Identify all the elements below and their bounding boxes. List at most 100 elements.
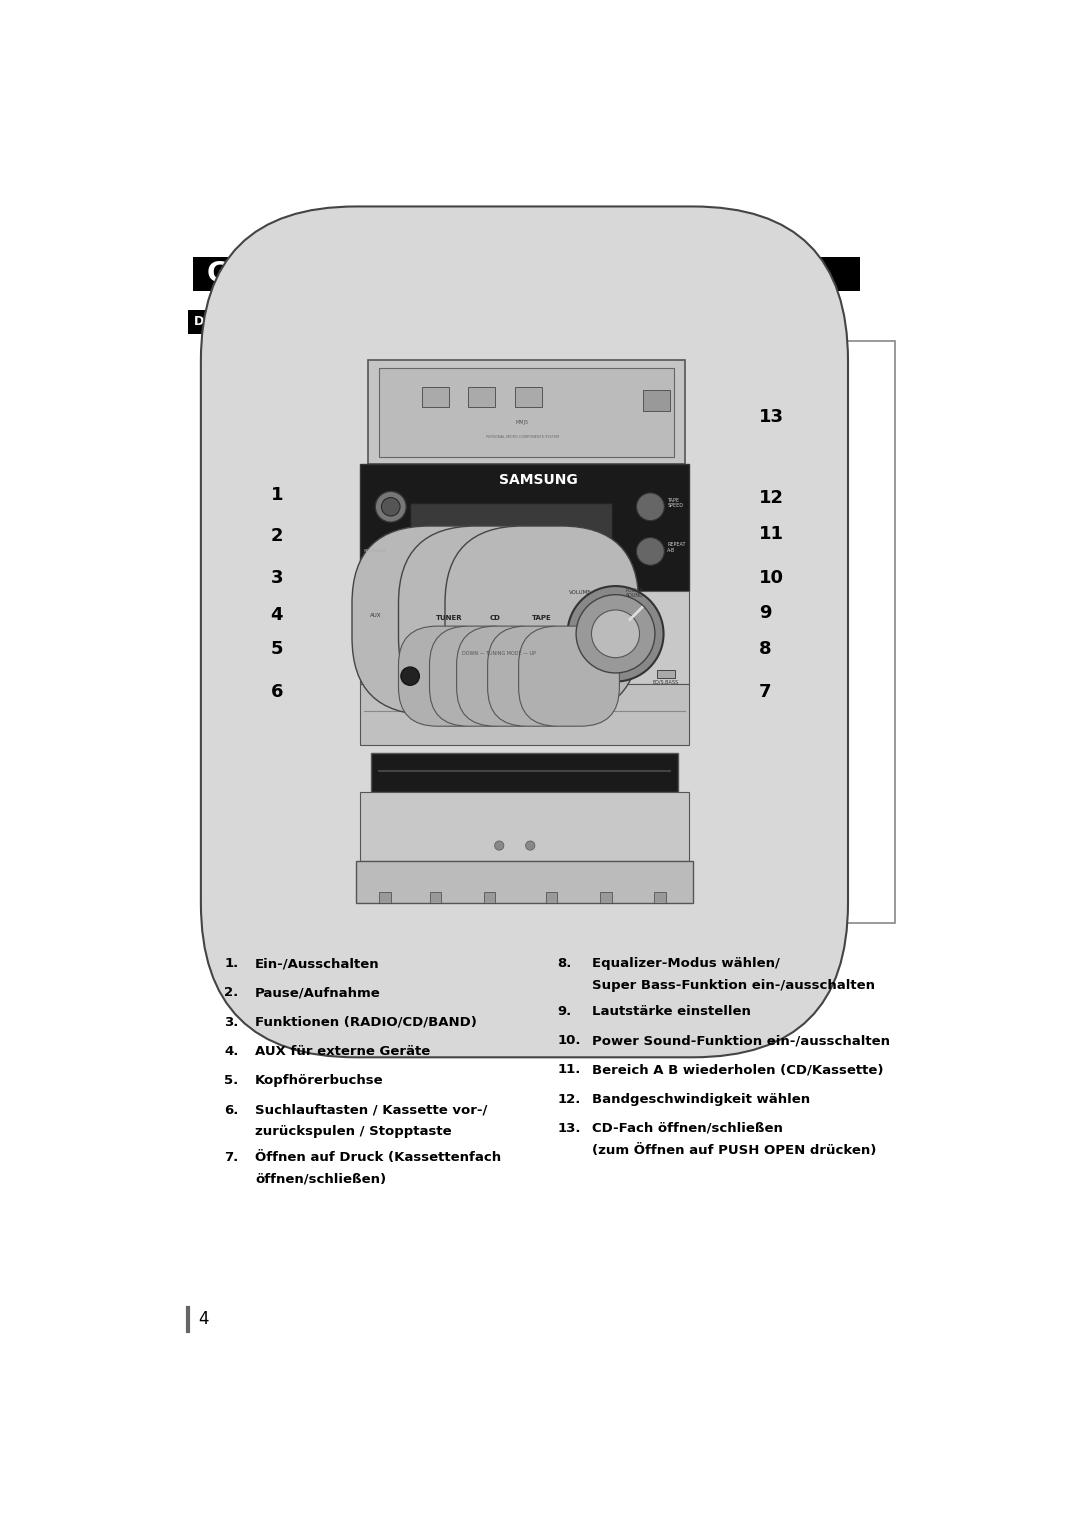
Text: POWER
SOUND: POWER SOUND	[626, 588, 644, 599]
Text: 5.: 5.	[225, 1074, 239, 1088]
Bar	[515, 388, 542, 406]
Text: Super Bass-Funktion ein-/ausschalten: Super Bass-Funktion ein-/ausschalten	[592, 979, 875, 992]
Text: 7.: 7.	[225, 1151, 239, 1164]
Bar	[410, 503, 611, 576]
Text: 11.: 11.	[557, 1063, 581, 1076]
Text: TAPE: TAPE	[532, 616, 552, 622]
Text: AUX: AUX	[369, 613, 381, 617]
Text: AUX für externe Geräte: AUX für externe Geräte	[255, 1045, 430, 1057]
Text: CD: CD	[490, 616, 501, 622]
Text: 9.: 9.	[557, 1005, 571, 1018]
Text: 1.: 1.	[225, 957, 239, 970]
Text: EQ/S.BASS: EQ/S.BASS	[652, 680, 679, 685]
FancyBboxPatch shape	[399, 526, 592, 715]
Text: REC/PAUSE: REC/PAUSE	[364, 550, 387, 553]
FancyBboxPatch shape	[445, 526, 638, 715]
Text: Gerätevorderseite: Gerätevorderseite	[207, 260, 494, 287]
Bar	[379, 892, 391, 903]
Text: 11: 11	[759, 524, 784, 542]
Text: Bereich A B wiederholen (CD/Kassette): Bereich A B wiederholen (CD/Kassette)	[592, 1063, 883, 1076]
Text: PERSONAL MICRO COMPONENTS SYSTEM: PERSONAL MICRO COMPONENTS SYSTEM	[486, 435, 559, 440]
Text: 6.: 6.	[225, 1103, 239, 1117]
Bar	[379, 368, 674, 457]
Text: öffnen/schließen): öffnen/schließen)	[255, 1174, 387, 1186]
Text: Equalizer-Modus wählen/: Equalizer-Modus wählen/	[592, 957, 780, 970]
Text: Kopfhörerbuchse: Kopfhörerbuchse	[255, 1074, 383, 1088]
Bar	[193, 257, 860, 292]
Text: DOWN — TUNING MODE — UP: DOWN — TUNING MODE — UP	[462, 651, 536, 656]
Text: 2.: 2.	[225, 987, 239, 999]
Text: zurückspulen / Stopptaste: zurückspulen / Stopptaste	[255, 1125, 451, 1138]
Text: Suchlauftasten / Kassette vor-/: Suchlauftasten / Kassette vor-/	[255, 1103, 487, 1117]
Bar	[366, 613, 384, 622]
Bar	[360, 465, 689, 591]
Circle shape	[576, 594, 654, 672]
FancyBboxPatch shape	[518, 626, 619, 726]
Circle shape	[636, 538, 664, 565]
Circle shape	[567, 587, 663, 681]
Text: 13: 13	[759, 408, 784, 426]
FancyBboxPatch shape	[488, 626, 589, 726]
Text: 4: 4	[271, 605, 283, 623]
Bar	[188, 310, 211, 333]
Text: MMJ5: MMJ5	[516, 420, 529, 425]
Bar	[657, 669, 675, 678]
Text: 12: 12	[759, 489, 784, 506]
Bar	[430, 892, 441, 903]
Text: 3: 3	[271, 570, 283, 587]
Text: CD-Fach öffnen/schließen: CD-Fach öffnen/schließen	[592, 1122, 783, 1135]
Bar	[654, 892, 666, 903]
FancyBboxPatch shape	[399, 626, 499, 726]
Text: 10: 10	[759, 570, 784, 587]
Bar	[360, 792, 689, 860]
Text: Ein-/Ausschalten: Ein-/Ausschalten	[255, 957, 380, 970]
Text: 5: 5	[271, 640, 283, 659]
Text: TAPE
SPEED: TAPE SPEED	[667, 498, 684, 509]
Circle shape	[592, 610, 639, 657]
Text: 10.: 10.	[557, 1034, 581, 1047]
Text: 9: 9	[759, 604, 771, 622]
Text: Öffnen auf Druck (Kassettenfach: Öffnen auf Druck (Kassettenfach	[255, 1151, 501, 1164]
Text: D: D	[194, 315, 204, 329]
Text: 13.: 13.	[557, 1122, 581, 1135]
Text: 1: 1	[271, 486, 283, 504]
Bar	[643, 390, 670, 411]
Text: (zum Öffnen auf PUSH OPEN drücken): (zum Öffnen auf PUSH OPEN drücken)	[592, 1143, 877, 1157]
FancyBboxPatch shape	[457, 626, 557, 726]
Text: Pause/Aufnahme: Pause/Aufnahme	[255, 987, 381, 999]
Text: Bandgeschwindigkeit wählen: Bandgeschwindigkeit wählen	[592, 1093, 810, 1106]
Bar	[360, 685, 689, 746]
Text: SAMSUNG: SAMSUNG	[499, 472, 578, 487]
Text: Funktionen (RADIO/CD/BAND): Funktionen (RADIO/CD/BAND)	[255, 1016, 477, 1028]
Text: 3.: 3.	[225, 1016, 239, 1028]
Bar	[367, 361, 685, 465]
FancyBboxPatch shape	[352, 526, 545, 715]
Text: 2: 2	[271, 527, 283, 545]
Text: Lautstärke einstellen: Lautstärke einstellen	[592, 1005, 751, 1018]
Text: TUNER: TUNER	[435, 616, 462, 622]
Text: Power Sound-Funktion ein-/ausschalten: Power Sound-Funktion ein-/ausschalten	[592, 1034, 890, 1047]
Bar	[422, 388, 449, 406]
Bar	[356, 860, 693, 903]
Circle shape	[381, 498, 400, 516]
Text: 8.: 8.	[557, 957, 571, 970]
Circle shape	[375, 492, 406, 523]
Text: 7: 7	[759, 683, 771, 700]
Bar	[360, 591, 689, 685]
Bar	[545, 892, 557, 903]
Circle shape	[636, 494, 664, 521]
Circle shape	[381, 542, 400, 561]
Bar	[372, 753, 677, 792]
Text: VOLUME: VOLUME	[569, 590, 592, 596]
Text: 4: 4	[199, 1309, 210, 1328]
FancyBboxPatch shape	[201, 206, 848, 1057]
Text: 4.: 4.	[225, 1045, 239, 1057]
Text: 12.: 12.	[557, 1093, 581, 1106]
Bar	[213, 341, 894, 923]
Text: 6: 6	[271, 683, 283, 700]
Bar	[600, 892, 611, 903]
Text: REPEAT
A-B: REPEAT A-B	[667, 542, 686, 553]
Circle shape	[495, 840, 504, 850]
Bar	[469, 388, 496, 406]
FancyBboxPatch shape	[430, 626, 530, 726]
